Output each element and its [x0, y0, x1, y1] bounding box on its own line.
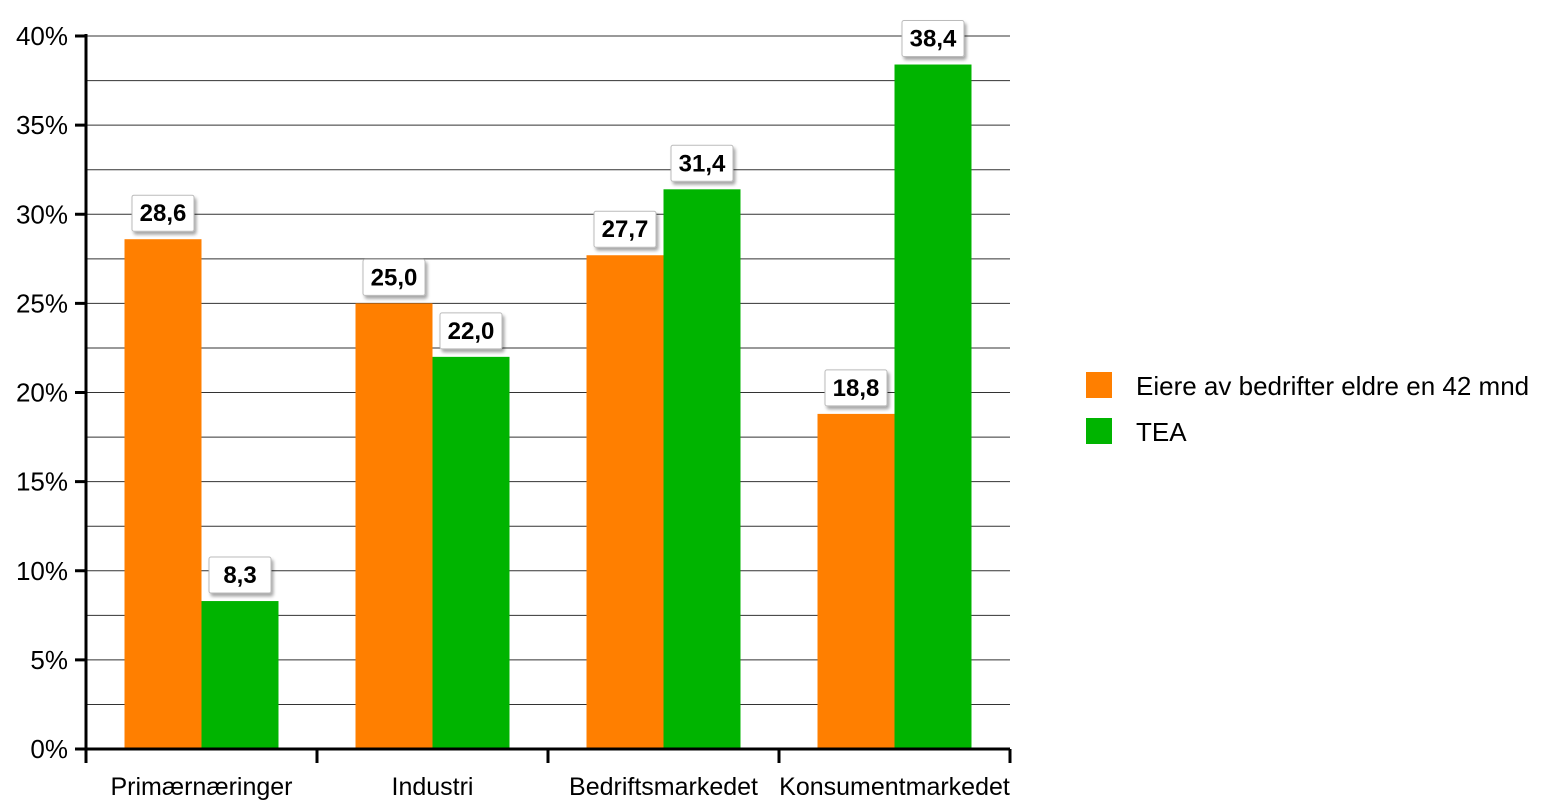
y-tick-label: 15% [16, 467, 68, 497]
bar [663, 189, 741, 750]
data-label-box [439, 312, 503, 350]
legend-swatch [1086, 372, 1112, 398]
data-label: 27,7 [602, 216, 649, 243]
data-labels: 28,6 8,3 25,0 22,0 27,7 31,4 18,8 38,4 [131, 20, 965, 594]
category-label: Konsumentmarkedet [779, 773, 1010, 801]
category-label: Industri [392, 773, 474, 801]
y-tick-label: 10% [16, 556, 68, 586]
category-label: Primærnæringer [111, 773, 293, 801]
category-label: Bedriftsmarkedet [569, 773, 758, 801]
data-label: 18,8 [833, 375, 880, 402]
y-tick-label: 30% [16, 199, 68, 229]
axes: 0% 5% 10% 15% 20% 25% 30% 35% 40% Primærnæringer I… [16, 21, 1012, 801]
data-label: 25,0 [371, 264, 418, 291]
legend-label: Eiere av bedrifter eldre en 42 mnd [1136, 371, 1529, 401]
y-tick-label: 40% [16, 21, 68, 51]
y-tick-label: 35% [16, 110, 68, 140]
data-label-box [362, 258, 426, 296]
bar [586, 255, 664, 749]
data-label-box [824, 369, 888, 407]
bar [124, 239, 202, 749]
bars [124, 64, 972, 750]
bar [432, 356, 510, 749]
data-label: 31,4 [679, 150, 726, 177]
gridlines [86, 35, 1010, 705]
y-tick-label: 5% [30, 645, 68, 675]
data-label-box [901, 20, 965, 58]
bar [201, 601, 279, 749]
data-label-box [208, 556, 272, 594]
y-tick-label: 0% [30, 734, 68, 764]
y-tick-label: 25% [16, 288, 68, 318]
y-tick-label: 20% [16, 378, 68, 408]
data-label-box [670, 144, 734, 182]
bar [894, 64, 972, 749]
data-label: 28,6 [140, 200, 187, 227]
legend-label: TEA [1136, 417, 1187, 447]
data-label: 22,0 [448, 318, 495, 345]
data-label: 38,4 [910, 26, 957, 53]
legend: Eiere av bedrifter eldre en 42 mnd TEA [1086, 371, 1529, 447]
data-label-box [131, 194, 195, 232]
legend-swatch [1086, 418, 1112, 444]
data-label-box [593, 210, 657, 248]
data-label: 8,3 [223, 562, 256, 589]
bar [355, 303, 433, 749]
bar [817, 413, 895, 749]
